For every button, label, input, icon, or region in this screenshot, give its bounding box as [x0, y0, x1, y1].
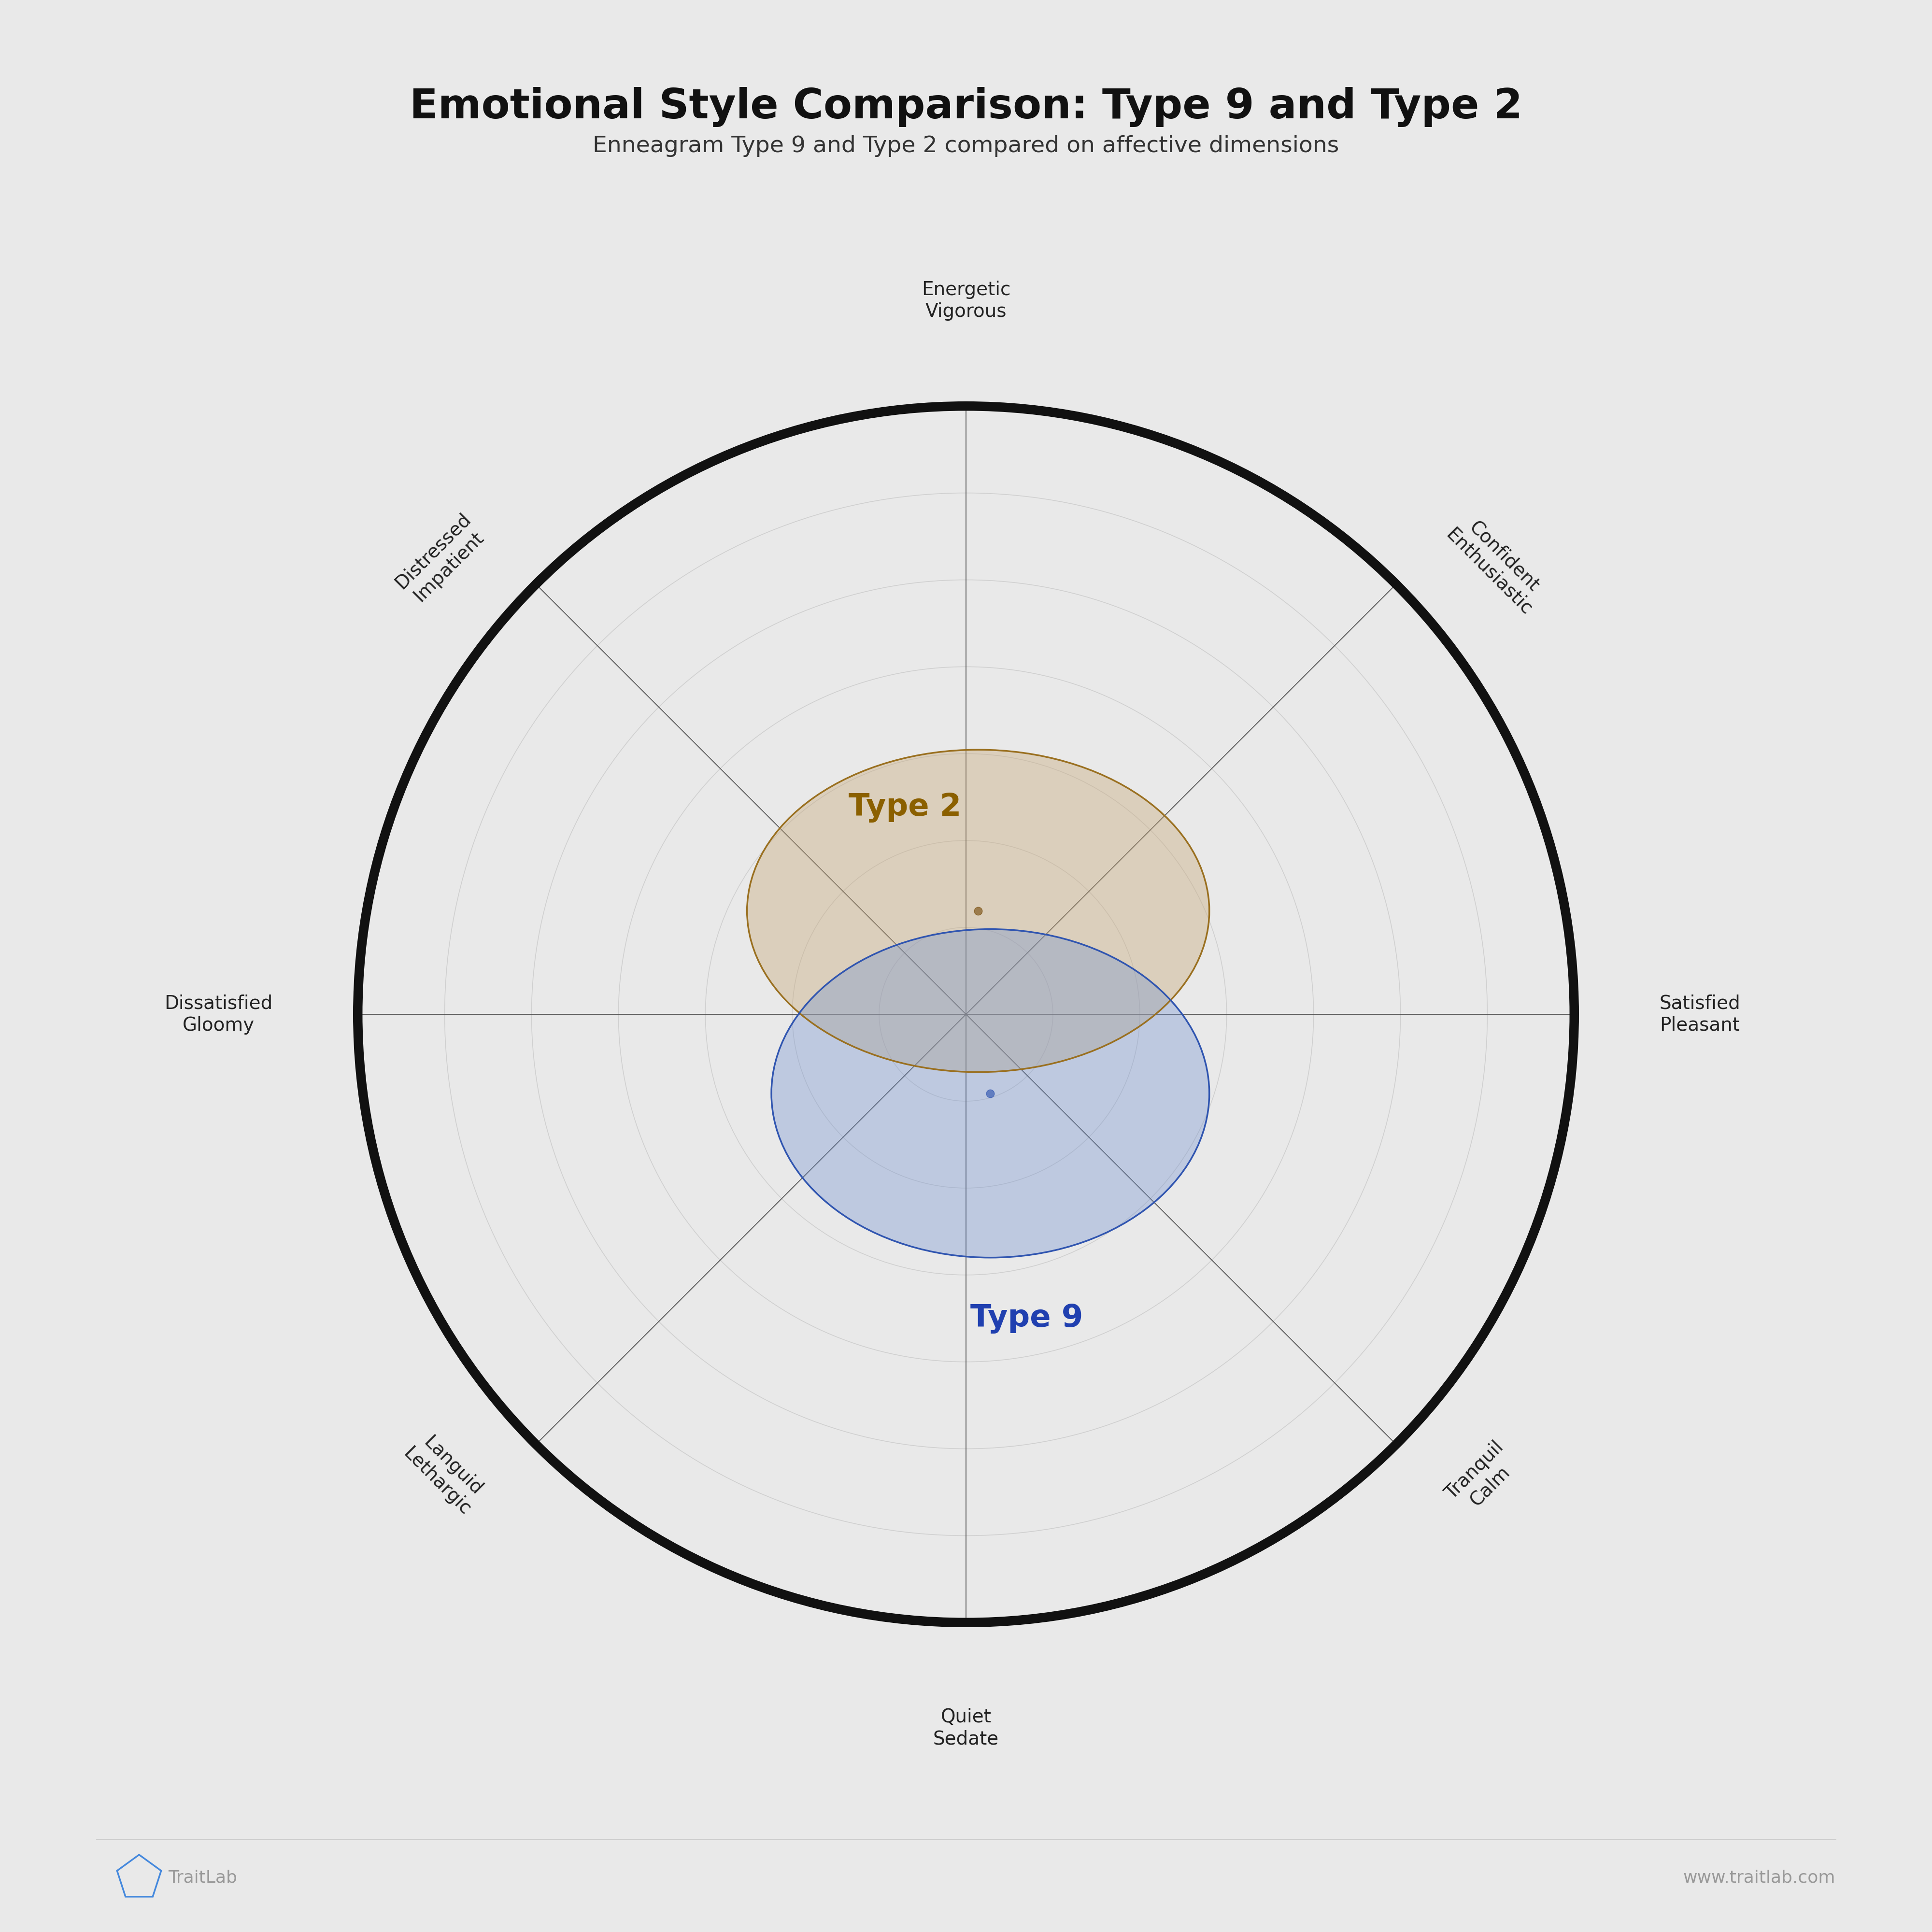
- Text: TraitLab: TraitLab: [168, 1870, 238, 1886]
- Text: Energetic
Vigorous: Energetic Vigorous: [922, 280, 1010, 321]
- Text: Type 2: Type 2: [848, 792, 962, 823]
- Text: Tranquil
Calm: Tranquil Calm: [1441, 1437, 1522, 1519]
- Ellipse shape: [771, 929, 1209, 1258]
- Text: Enneagram Type 9 and Type 2 compared on affective dimensions: Enneagram Type 9 and Type 2 compared on …: [593, 135, 1339, 156]
- Text: Languid
Lethargic: Languid Lethargic: [400, 1428, 491, 1519]
- Text: Confident
Enthusiastic: Confident Enthusiastic: [1441, 510, 1551, 618]
- Text: Emotional Style Comparison: Type 9 and Type 2: Emotional Style Comparison: Type 9 and T…: [410, 87, 1522, 128]
- Ellipse shape: [748, 750, 1209, 1072]
- Text: Satisfied
Pleasant: Satisfied Pleasant: [1660, 995, 1741, 1034]
- Text: Type 9: Type 9: [970, 1304, 1084, 1333]
- Text: Quiet
Sedate: Quiet Sedate: [933, 1708, 999, 1748]
- Text: Dissatisfied
Gloomy: Dissatisfied Gloomy: [164, 995, 272, 1034]
- Text: www.traitlab.com: www.traitlab.com: [1683, 1870, 1835, 1886]
- Text: Distressed
Impatient: Distressed Impatient: [392, 510, 491, 609]
